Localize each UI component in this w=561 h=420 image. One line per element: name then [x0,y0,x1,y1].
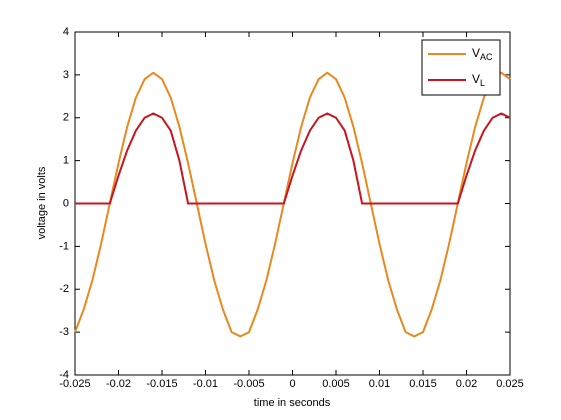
x-tick-label: 0 [289,378,295,390]
x-tick-label: -0.005 [233,378,264,390]
y-tick-label: -1 [59,240,69,252]
x-tick-label: -0.02 [106,378,131,390]
legend-box [421,39,501,96]
y-axis-label: voltage in volts [36,166,48,239]
x-tick-label: 0.01 [369,378,390,390]
x-tick-label: 0.015 [409,378,437,390]
x-tick-label: -0.01 [193,378,218,390]
y-tick-label: -4 [59,369,69,381]
x-axis-label: time in seconds [254,397,331,409]
y-tick-label: -3 [59,326,69,338]
y-tick-label: -2 [59,283,69,295]
y-tick-label: 2 [63,112,69,124]
y-tick-label: 4 [63,26,69,38]
y-tick-label: 1 [63,155,69,167]
x-tick-label: -0.015 [146,378,177,390]
series-line [75,112,511,205]
x-tick-label: -0.025 [59,378,90,390]
y-tick-label: 3 [63,69,69,81]
legend-label: VAC [472,46,493,62]
x-tick-label: 0.025 [496,378,524,390]
series-line [74,71,511,338]
legend-label: VL [472,72,485,88]
y-tick-label: 0 [63,197,69,209]
x-tick-label: 0.005 [322,378,350,390]
x-tick-label: 0.02 [456,378,477,390]
